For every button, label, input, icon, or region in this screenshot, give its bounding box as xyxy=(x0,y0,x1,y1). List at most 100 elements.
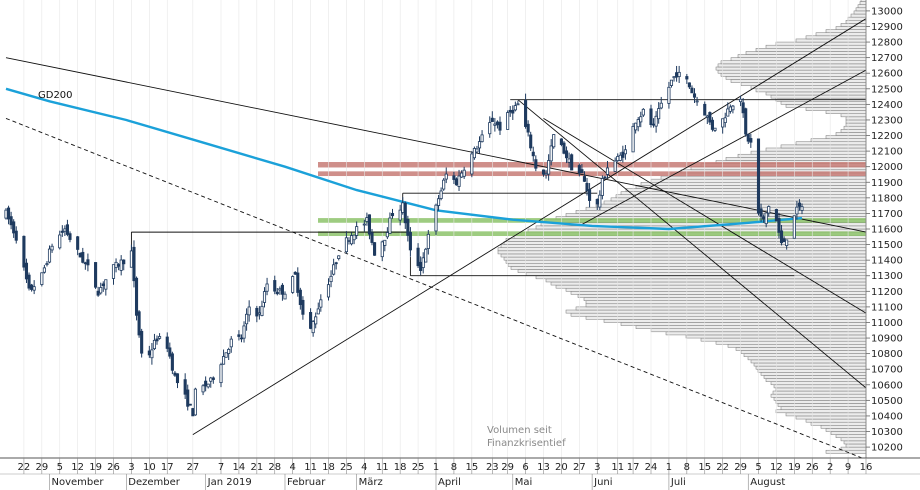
candle-down xyxy=(293,271,297,275)
candle-down xyxy=(76,236,80,250)
month-label: Jan 2019 xyxy=(207,477,252,488)
candle-up xyxy=(470,153,474,175)
candle-up xyxy=(347,240,351,242)
x-tick-label: 15 xyxy=(698,462,711,473)
candle-down xyxy=(83,262,87,265)
support-resistance-zones xyxy=(318,162,866,237)
candle-down xyxy=(582,176,587,182)
volume-profile-bar xyxy=(840,113,867,118)
month-label: März xyxy=(359,477,383,488)
candle-up xyxy=(764,212,768,225)
candle-down xyxy=(186,389,190,407)
candle-down xyxy=(403,202,407,224)
volume-profile-bar xyxy=(565,309,867,314)
candle-down xyxy=(774,209,778,222)
candle-down xyxy=(708,112,712,123)
volume-profile-bar xyxy=(825,135,867,139)
x-tick-label: 28 xyxy=(268,462,281,473)
candle-up xyxy=(111,264,116,279)
candle-up xyxy=(800,206,804,211)
candle-up xyxy=(659,102,663,109)
x-tick-label: 10 xyxy=(143,462,156,473)
candle-up xyxy=(365,217,369,222)
candle-up xyxy=(332,264,336,275)
volume-profile-bar xyxy=(565,287,867,292)
candle-up xyxy=(326,284,331,298)
candle-up xyxy=(616,156,620,162)
candle-down xyxy=(419,261,423,271)
candle-down xyxy=(188,403,192,406)
volume-profile-bar xyxy=(585,303,867,308)
candle-down xyxy=(524,100,528,127)
candle-up xyxy=(150,349,154,359)
candle-down xyxy=(273,280,277,292)
volume-profile-bar xyxy=(835,434,867,438)
volume-profile-bar xyxy=(855,7,867,12)
candle-up xyxy=(314,316,318,325)
candle-up xyxy=(426,233,430,249)
gd200-line xyxy=(5,87,803,231)
candle-up xyxy=(731,105,735,111)
candle-up xyxy=(767,206,771,214)
gd200-line-path xyxy=(5,87,803,231)
volume-profile-bar xyxy=(685,334,867,339)
candle-up xyxy=(193,388,197,416)
volume-profile-bar xyxy=(770,393,867,398)
volume-profile-bar xyxy=(665,331,867,336)
candle-up xyxy=(667,86,671,104)
candle-down xyxy=(511,109,515,114)
candle-down xyxy=(94,262,98,288)
x-tick-label: 1 xyxy=(433,462,439,473)
volume-profile-bar xyxy=(853,10,867,15)
volume-profile-bar xyxy=(830,431,867,435)
volume-profile-bar xyxy=(750,150,867,155)
candle-up xyxy=(600,178,604,196)
candle-up xyxy=(437,198,441,206)
candle-up xyxy=(506,112,510,130)
candle-down xyxy=(117,264,121,267)
volume-profile-bar xyxy=(805,418,867,423)
candle-down xyxy=(498,121,502,131)
volume-profile-bar xyxy=(825,110,867,114)
volume-profile-bar xyxy=(700,337,867,342)
volume-profile-bar xyxy=(497,250,867,255)
candle-up xyxy=(460,172,464,178)
candle-up xyxy=(477,141,482,149)
month-label: Juli xyxy=(670,477,686,488)
y-tick-label: 12800 xyxy=(871,38,903,49)
candle-down xyxy=(168,347,172,357)
x-tick-label: 6 xyxy=(522,462,528,473)
y-tick-label: 10200 xyxy=(871,443,903,454)
month-label: August xyxy=(750,477,785,488)
candle-down xyxy=(529,134,533,149)
candle-down xyxy=(137,311,141,336)
x-tick-label: 25 xyxy=(340,462,353,473)
volume-profile-bar xyxy=(717,69,867,74)
candle-down xyxy=(559,138,563,145)
x-tick-label: 22 xyxy=(18,462,31,473)
volume-profile-bar xyxy=(810,138,867,143)
candle-up xyxy=(242,325,246,339)
price-zone xyxy=(318,162,866,168)
candle-down xyxy=(652,123,656,126)
x-tick-label: 4 xyxy=(361,462,367,473)
candle-down xyxy=(710,119,714,130)
y-tick-label: 13000 xyxy=(871,6,903,17)
candle-down xyxy=(81,251,85,263)
volume-profile-bar xyxy=(715,66,867,71)
x-tick-label: 7 xyxy=(218,462,224,473)
candle-up xyxy=(47,248,52,263)
x-tick-label: 1 xyxy=(666,462,672,473)
candle-up xyxy=(639,116,643,123)
candle-up xyxy=(547,160,551,175)
candle-down xyxy=(692,93,697,98)
candle-down xyxy=(173,372,177,376)
candle-down xyxy=(562,142,566,154)
x-tick-label: 16 xyxy=(860,462,873,473)
candle-up xyxy=(472,148,476,159)
candle-down xyxy=(526,123,530,133)
volume-profile-bar xyxy=(780,101,867,105)
candle-up xyxy=(669,79,674,86)
candle-down xyxy=(759,208,763,217)
